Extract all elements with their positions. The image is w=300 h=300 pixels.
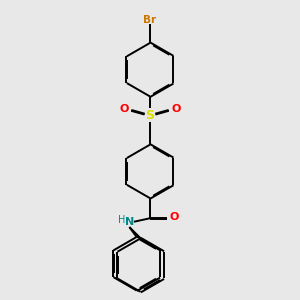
Text: H: H [118,215,125,225]
Text: S: S [146,109,154,122]
Text: O: O [119,104,129,114]
Text: O: O [169,212,179,222]
Text: N: N [125,217,134,227]
Text: Br: Br [143,15,157,25]
Text: O: O [171,104,181,114]
